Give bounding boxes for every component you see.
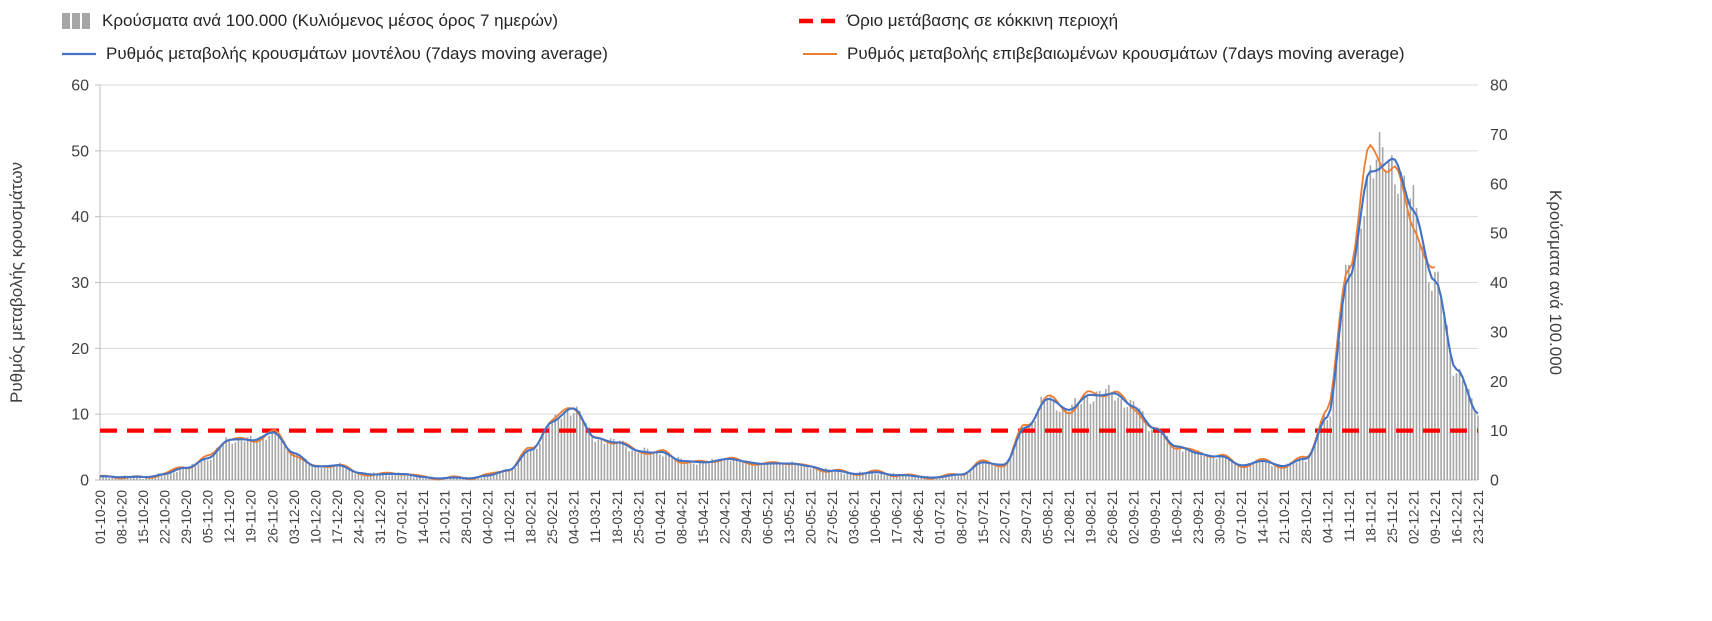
svg-text:16-09-21: 16-09-21 [1170,490,1185,544]
legend-label-cases-bars: Κρούσματα ανά 100.000 (Κυλιόμενος μέσος … [102,11,559,30]
svg-text:12-11-20: 12-11-20 [222,490,237,543]
svg-text:0: 0 [80,473,89,490]
svg-text:17-12-20: 17-12-20 [330,490,345,544]
svg-text:18-03-21: 18-03-21 [610,490,625,544]
svg-text:25-03-21: 25-03-21 [631,490,646,544]
svg-text:30: 30 [1490,324,1508,341]
red-dashed-line-swatch-icon [799,18,837,24]
legend-label-model-line: Ρυθμός μεταβολής κρουσμάτων μοντέλου (7d… [106,44,608,63]
svg-text:05-08-21: 05-08-21 [1040,490,1055,544]
svg-text:14-10-21: 14-10-21 [1256,490,1271,544]
svg-text:26-08-21: 26-08-21 [1105,490,1120,544]
right-axis-title: Κρούσματα ανά 100.000 [1546,190,1565,375]
svg-text:11-02-21: 11-02-21 [502,490,517,543]
svg-text:24-12-20: 24-12-20 [351,490,366,544]
cases-bars-series [99,132,1479,481]
svg-text:40: 40 [71,209,89,226]
svg-text:25-11-21: 25-11-21 [1385,490,1400,543]
svg-text:22-10-20: 22-10-20 [158,490,173,544]
svg-text:16-12-21: 16-12-21 [1449,490,1464,544]
svg-text:23-12-21: 23-12-21 [1471,490,1486,544]
svg-text:17-06-21: 17-06-21 [890,490,905,544]
svg-text:15-04-21: 15-04-21 [696,490,711,544]
svg-text:25-02-21: 25-02-21 [545,490,560,544]
legend-item-model-line: Ρυθμός μεταβολής κρουσμάτων μοντέλου (7d… [62,44,608,64]
svg-text:26-11-20: 26-11-20 [265,490,280,543]
svg-text:04-03-21: 04-03-21 [567,490,582,544]
svg-text:21-01-21: 21-01-21 [438,490,453,544]
svg-text:03-12-20: 03-12-20 [287,490,302,544]
svg-text:50: 50 [1490,226,1508,243]
svg-text:28-01-21: 28-01-21 [459,490,474,544]
svg-text:50: 50 [71,143,89,160]
svg-text:04-11-21: 04-11-21 [1320,490,1335,543]
svg-text:10: 10 [1490,423,1508,440]
svg-text:18-02-21: 18-02-21 [524,490,539,544]
svg-text:19-08-21: 19-08-21 [1083,490,1098,544]
legend-label-confirmed-line: Ρυθμός μεταβολής επιβεβαιωμένων κρουσμάτ… [847,44,1405,63]
svg-text:80: 80 [1490,78,1508,95]
svg-text:10: 10 [71,407,89,424]
svg-text:08-07-21: 08-07-21 [954,490,969,544]
svg-text:60: 60 [71,78,89,95]
svg-text:15-07-21: 15-07-21 [976,490,991,544]
svg-text:27-05-21: 27-05-21 [825,490,840,544]
svg-text:31-12-20: 31-12-20 [373,490,388,544]
svg-text:24-06-21: 24-06-21 [911,490,926,544]
svg-text:14-01-21: 14-01-21 [416,490,431,544]
svg-text:60: 60 [1490,176,1508,193]
blue-line-swatch-icon [62,52,96,56]
svg-text:28-10-21: 28-10-21 [1299,490,1314,544]
legend-item-red-threshold: Όριο μετάβασης σε κόκκινη περιοχή [799,11,1118,31]
svg-text:07-10-21: 07-10-21 [1234,490,1249,544]
svg-text:22-04-21: 22-04-21 [717,490,732,544]
svg-text:30-09-21: 30-09-21 [1213,490,1228,544]
svg-text:29-07-21: 29-07-21 [1019,490,1034,544]
svg-text:20: 20 [1490,374,1508,391]
svg-text:08-10-20: 08-10-20 [115,490,130,544]
model-rate-line [99,157,1479,480]
svg-text:11-11-21: 11-11-21 [1342,490,1357,542]
orange-line-swatch-icon [803,53,837,55]
legend-label-red-threshold: Όριο μετάβασης σε κόκκινη περιοχή [847,11,1119,30]
svg-text:10-06-21: 10-06-21 [868,490,883,544]
svg-text:13-05-21: 13-05-21 [782,490,797,544]
svg-text:01-07-21: 01-07-21 [933,490,948,544]
svg-text:04-02-21: 04-02-21 [481,490,496,544]
svg-text:12-08-21: 12-08-21 [1062,490,1077,544]
svg-text:23-09-21: 23-09-21 [1191,490,1206,544]
svg-text:02-12-21: 02-12-21 [1406,490,1421,544]
left-axis-title: Ρυθμός μεταβολής κρουσμάτων [7,162,26,403]
svg-text:08-04-21: 08-04-21 [674,490,689,544]
svg-text:03-06-21: 03-06-21 [847,490,862,544]
svg-text:09-12-21: 09-12-21 [1428,490,1443,544]
bar-series-swatch-icon [62,13,90,29]
svg-text:05-11-20: 05-11-20 [201,490,216,543]
svg-text:19-11-20: 19-11-20 [244,490,259,543]
svg-text:10-12-20: 10-12-20 [308,490,323,544]
svg-text:15-10-20: 15-10-20 [136,490,151,544]
svg-text:22-07-21: 22-07-21 [997,490,1012,544]
svg-text:29-10-20: 29-10-20 [179,490,194,544]
svg-text:01-04-21: 01-04-21 [653,490,668,544]
svg-text:11-03-21: 11-03-21 [588,490,603,543]
svg-text:30: 30 [71,275,89,292]
svg-text:29-04-21: 29-04-21 [739,490,754,544]
svg-text:09-09-21: 09-09-21 [1148,490,1163,544]
legend-item-cases-bars: Κρούσματα ανά 100.000 (Κυλιόμενος μέσος … [62,11,558,31]
svg-text:01-10-20: 01-10-20 [93,490,108,544]
svg-text:70: 70 [1490,127,1508,144]
svg-text:20-05-21: 20-05-21 [804,490,819,544]
svg-text:02-09-21: 02-09-21 [1127,490,1142,544]
svg-text:40: 40 [1490,275,1508,292]
svg-text:07-01-21: 07-01-21 [394,490,409,544]
legend-item-confirmed-line: Ρυθμός μεταβολής επιβεβαιωμένων κρουσμάτ… [803,44,1405,64]
svg-text:06-05-21: 06-05-21 [760,490,775,544]
svg-text:18-11-21: 18-11-21 [1363,490,1378,543]
svg-text:0: 0 [1490,473,1499,490]
svg-text:20: 20 [71,341,89,358]
svg-text:21-10-21: 21-10-21 [1277,490,1292,544]
